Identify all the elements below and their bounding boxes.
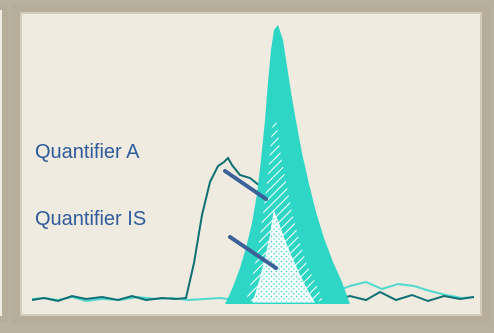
quantifier-a-hatched-region xyxy=(246,118,323,301)
quantifier-a-arrow xyxy=(223,169,268,201)
quantifier-is-arrow xyxy=(228,235,278,270)
quantifier-is-peak xyxy=(252,210,315,303)
quantifier-is-label: Quantifier IS xyxy=(35,208,146,230)
left-panel-frame xyxy=(0,4,8,322)
quantifier-a-label: Quantifier A xyxy=(35,141,140,163)
quantifier-a-peak xyxy=(225,25,350,304)
baseline-trace-dark xyxy=(31,156,475,303)
